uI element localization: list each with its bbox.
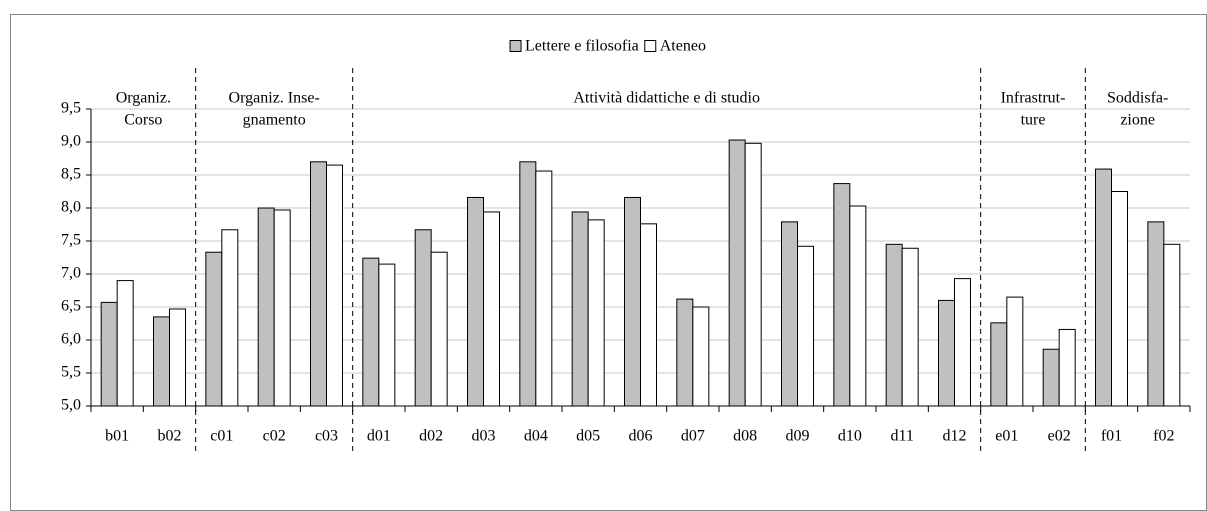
bar: [221, 229, 239, 407]
bar: [1058, 328, 1076, 407]
bar: [535, 170, 553, 407]
bar: [378, 263, 396, 407]
y-tick-label: 8,5: [61, 166, 81, 183]
bar: [273, 209, 291, 407]
x-tick-label: d03: [472, 428, 496, 445]
bar: [571, 211, 589, 407]
group-label: Organiz.: [116, 90, 171, 107]
x-tick-label: b02: [158, 428, 182, 445]
bar: [885, 243, 903, 407]
x-tick-label: d02: [419, 428, 443, 445]
bar: [310, 161, 327, 407]
group-label: Attività didattiche e di studio: [573, 90, 760, 107]
x-tick-label: e01: [995, 428, 1018, 445]
bar: [326, 164, 343, 407]
bar: [1147, 221, 1165, 407]
bar: [938, 299, 955, 407]
bar: [640, 223, 657, 407]
legend-label: Ateneo: [660, 38, 706, 55]
bar: [1095, 168, 1112, 407]
bar: [169, 308, 186, 407]
x-tick-label: d11: [890, 428, 913, 445]
x-tick-label: d05: [576, 428, 600, 445]
x-tick-label: d06: [629, 428, 653, 445]
bar: [901, 247, 919, 407]
bar: [676, 298, 694, 407]
bar: [624, 196, 641, 407]
x-tick-label: d09: [786, 428, 810, 445]
bar: [519, 161, 537, 407]
y-tick-label: 9,0: [61, 133, 81, 150]
bar: [692, 306, 710, 407]
bar: [153, 316, 170, 407]
x-tick-label: d08: [733, 428, 757, 445]
bar: [1006, 296, 1024, 407]
y-tick-label: 6,5: [61, 298, 81, 315]
x-tick-label: f02: [1153, 428, 1174, 445]
bar: [833, 183, 851, 407]
bar: [1163, 243, 1181, 407]
group-label: Soddisfa-: [1107, 90, 1168, 107]
bar: [205, 251, 223, 407]
bar: [100, 301, 118, 407]
bar: [797, 245, 814, 407]
legend-label: Lettere e filosofia: [525, 38, 639, 55]
group-label: gnamento: [243, 112, 306, 129]
bar: [587, 219, 605, 407]
bar: [257, 207, 275, 407]
x-tick-label: d12: [943, 428, 967, 445]
bar: [430, 251, 448, 407]
x-tick-label: d04: [524, 428, 548, 445]
y-tick-label: 9,5: [61, 100, 81, 117]
x-tick-label: f01: [1101, 428, 1122, 445]
group-label: Infrastrut-: [1001, 90, 1066, 107]
group-label: Organiz. Inse-: [229, 90, 320, 107]
x-tick-label: c02: [263, 428, 286, 445]
group-label: ture: [1021, 112, 1046, 129]
bar: [116, 280, 134, 407]
y-tick-label: 7,5: [61, 232, 81, 249]
x-tick-label: c03: [315, 428, 338, 445]
x-tick-label: d10: [838, 428, 862, 445]
x-tick-label: e02: [1048, 428, 1071, 445]
bar: [1042, 348, 1060, 407]
y-tick-label: 7,0: [61, 265, 81, 282]
bar: [1111, 191, 1128, 407]
bar: [954, 278, 971, 407]
x-tick-label: d07: [681, 428, 705, 445]
bar: [414, 229, 432, 407]
bar: [849, 205, 867, 407]
bar: [728, 139, 746, 407]
legend-swatch: [509, 40, 522, 52]
y-tick-label: 5,0: [61, 397, 81, 414]
bar: [362, 257, 380, 407]
y-tick-label: 6,0: [61, 331, 81, 348]
x-tick-label: b01: [105, 428, 129, 445]
bar: [744, 142, 762, 407]
x-tick-label: c01: [210, 428, 233, 445]
bar: [781, 221, 798, 407]
bar: [990, 322, 1008, 407]
y-tick-label: 5,5: [61, 364, 81, 381]
bar: [483, 211, 500, 407]
group-label: Corso: [124, 112, 162, 129]
y-tick-label: 8,0: [61, 199, 81, 216]
bar: [467, 196, 484, 407]
group-label: zione: [1120, 112, 1155, 129]
legend-swatch: [644, 40, 657, 52]
x-tick-label: d01: [367, 428, 391, 445]
